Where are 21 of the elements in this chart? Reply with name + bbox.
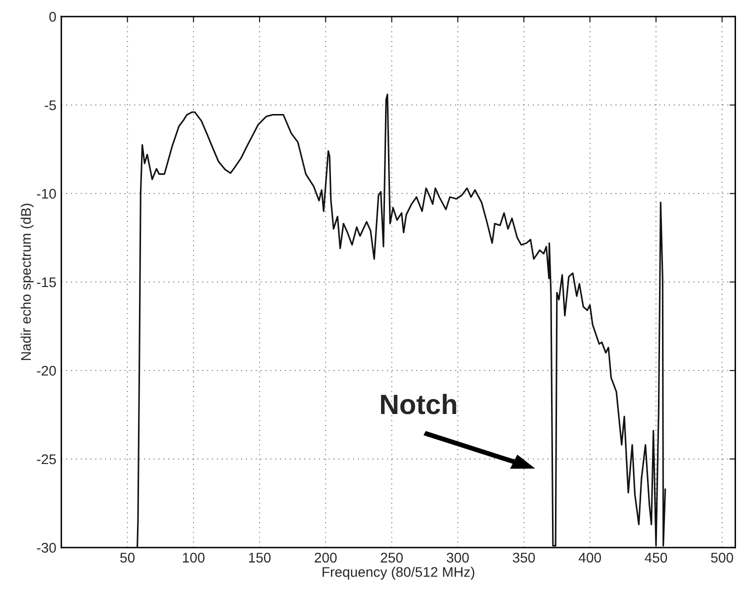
y-tick-label: -15: [37, 277, 56, 288]
annotation: Notch: [381, 394, 456, 414]
x-tick-label: 350: [512, 552, 535, 563]
x-tick-label: 200: [314, 552, 337, 563]
y-tick-label: -25: [37, 454, 56, 464]
x-tick-label: 500: [711, 552, 734, 563]
line-series: [136, 94, 666, 548]
x-tick-label: 450: [644, 552, 668, 563]
y-tick-label: 0: [49, 12, 56, 22]
x-axis-title: Frequency (80/512 MHz): [322, 566, 474, 580]
x-tick-label: 50: [120, 552, 135, 563]
x-tick-label: 100: [182, 552, 205, 563]
y-tick-label: -5: [44, 100, 56, 110]
x-tick-label: 250: [380, 552, 403, 563]
y-axis-title: Nadir echo spectrum (dB): [20, 204, 34, 360]
x-tick-label: 300: [446, 552, 469, 563]
y-tick-label: -10: [37, 188, 56, 199]
x-tick-label: 150: [249, 552, 271, 563]
y-tick-label: -30: [37, 542, 56, 553]
x-tick-label: 400: [578, 552, 601, 563]
y-tick-label: -20: [37, 366, 56, 376]
